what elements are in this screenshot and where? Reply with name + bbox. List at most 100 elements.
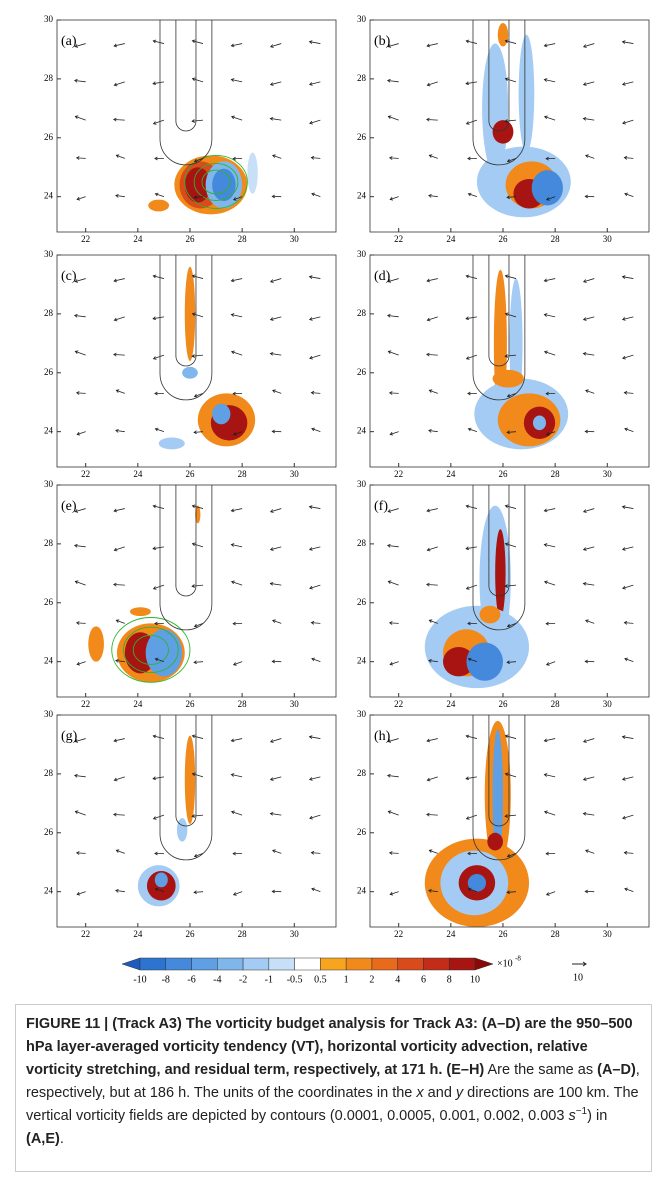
wind-arrow-head: [154, 192, 159, 197]
wind-arrow-head: [428, 193, 432, 198]
wind-arrow: [388, 738, 399, 742]
wind-arrow: [389, 852, 399, 854]
wind-arrow: [546, 891, 556, 896]
wind-arrow: [465, 81, 477, 85]
wind-arrow-head: [232, 662, 237, 666]
wind-arrow: [192, 543, 204, 548]
wind-arrow-head: [582, 581, 587, 586]
track-outline: [159, 485, 213, 631]
wind-arrow: [270, 118, 282, 121]
wind-arrow: [153, 505, 165, 509]
x-tick-label: 24: [133, 234, 143, 244]
wind-arrow-head: [506, 660, 510, 665]
wind-arrow: [272, 389, 282, 394]
wind-arrow: [585, 619, 595, 624]
wind-arrow: [426, 508, 438, 512]
wind-arrow: [505, 735, 517, 739]
wind-arrow-head: [272, 389, 276, 393]
wind-arrow: [624, 888, 634, 893]
wind-arrow: [231, 774, 243, 778]
wind-arrow: [153, 119, 165, 125]
wind-arrow-head: [426, 738, 431, 743]
wind-arrow: [231, 738, 243, 742]
wind-arrow-head: [74, 279, 79, 283]
wind-arrow: [544, 774, 556, 778]
wind-arrow-head: [426, 117, 430, 122]
wind-arrow-head: [426, 812, 430, 817]
wind-arrow: [309, 119, 321, 124]
wind-arrow: [585, 154, 595, 159]
wind-arrow: [585, 389, 595, 394]
wind-arrow: [113, 119, 125, 121]
wind-arrow: [505, 773, 517, 778]
wind-arrow: [388, 43, 399, 47]
panel-label: (a): [61, 34, 77, 49]
wind-arrow-head: [191, 814, 195, 818]
wind-arrow: [74, 545, 86, 548]
wind-arrow-head: [389, 891, 394, 896]
wind-arrow: [544, 351, 556, 356]
wind-arrow: [270, 546, 282, 551]
wind-arrow: [270, 43, 282, 48]
colorbar-label: 4: [395, 974, 400, 985]
wind-arrow-head: [426, 777, 431, 782]
wind-arrow-head: [191, 39, 196, 44]
track-outline: [175, 485, 197, 597]
wind-arrow: [466, 119, 478, 125]
wind-arrow-head: [622, 120, 626, 125]
wind-arrow: [429, 619, 438, 624]
colorbar-bin: [165, 957, 192, 971]
wind-arrow-head: [230, 313, 235, 317]
wind-arrow-head: [465, 356, 470, 360]
x-tick-label: 22: [394, 699, 403, 709]
panel-frame: [369, 19, 650, 233]
vorticity-patch: [495, 529, 506, 618]
wind-arrow: [427, 776, 438, 781]
wind-arrow-head: [621, 82, 626, 86]
caption-text: −1: [575, 1106, 588, 1118]
wind-arrow: [389, 157, 399, 159]
wind-arrow-head: [193, 853, 198, 858]
wind-arrow: [194, 623, 204, 627]
wind-arrow: [76, 852, 86, 854]
track-outline: [488, 715, 510, 827]
wind-arrow: [622, 41, 634, 44]
wind-arrow: [429, 154, 438, 159]
wind-arrow-head: [193, 890, 197, 895]
y-tick-label: 30: [357, 709, 367, 719]
wind-arrow-head: [115, 888, 119, 893]
track-outline: [488, 255, 510, 367]
panel-field: [73, 20, 321, 215]
y-tick-label: 24: [357, 426, 367, 436]
vorticity-patch: [466, 642, 503, 681]
wind-arrow-head: [272, 619, 276, 623]
caption-text: (A–D): [597, 1062, 636, 1078]
wind-arrow-head: [582, 739, 587, 743]
wind-arrow-head: [74, 350, 79, 354]
wind-arrow: [583, 583, 595, 586]
colorbar-label: -2: [239, 974, 247, 985]
wind-arrow-head: [387, 739, 392, 743]
wind-arrow: [311, 392, 321, 394]
wind-arrow: [466, 735, 478, 739]
wind-arrow-head: [426, 317, 431, 322]
wind-arrow: [624, 622, 634, 624]
wind-arrow-head: [191, 77, 196, 82]
wind-arrow: [426, 119, 438, 121]
wind-arrow-head: [152, 546, 157, 551]
wind-arrow-head: [504, 542, 509, 547]
y-tick-label: 26: [44, 132, 54, 142]
wind-arrow-head: [428, 888, 432, 893]
panel: (c) 22 24 26 28 30 24 26 28 30: [44, 249, 337, 479]
wind-arrow: [231, 508, 243, 512]
wind-arrow: [75, 115, 86, 121]
wind-arrow: [583, 353, 595, 356]
wind-arrow-head: [465, 734, 470, 739]
panel-field: [73, 485, 321, 683]
wind-arrow: [466, 505, 478, 509]
wind-arrow-head: [154, 887, 159, 892]
wind-arrow-head: [113, 278, 118, 283]
wind-arrow-head: [76, 196, 81, 201]
wind-arrow: [585, 849, 595, 854]
